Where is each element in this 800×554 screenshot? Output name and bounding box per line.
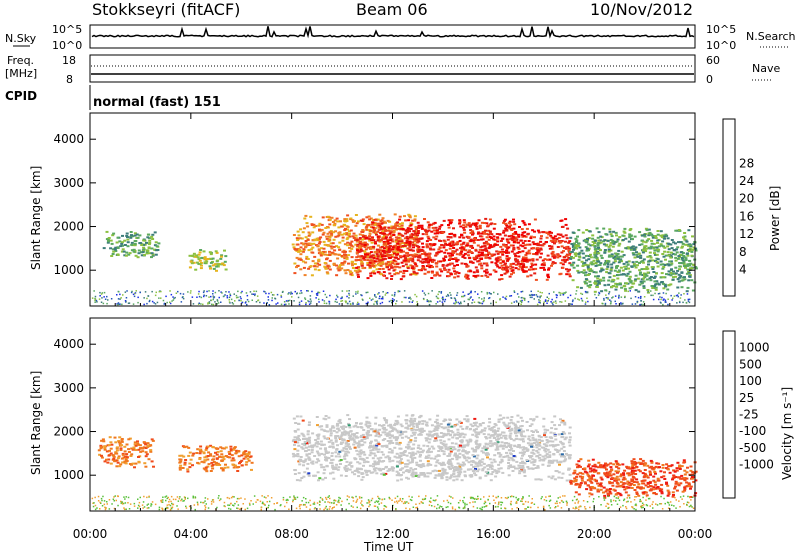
velocity-colorbar-tick: 100	[739, 374, 762, 388]
power-near-range-scatter	[91, 290, 691, 306]
power-ytick-label: 4000	[53, 132, 84, 146]
cpid-text: normal (fast) 151	[93, 95, 221, 110]
velocity-echo-region	[291, 414, 572, 482]
date-title: 10/Nov/2012	[590, 0, 693, 19]
power-colorbar-tick: 8	[739, 245, 747, 259]
power-echo-region	[188, 249, 228, 272]
power-colorbar-tick: 20	[739, 192, 754, 206]
velocity-axis-ticks: 1000 2000 3000 4000	[53, 337, 695, 482]
velocity-echo-region	[97, 436, 155, 469]
freq-label-1: Freq.	[7, 54, 34, 67]
velocity-colorbar-tick: 500	[739, 357, 762, 371]
power-axis-ticks: 1000 2000 3000 4000	[53, 132, 695, 277]
freq-panel: Freq. [MHz] 18 8 60 0 Nave	[5, 54, 780, 86]
noise-left-tick-bottom: 10^0	[52, 39, 82, 52]
nave-label: Nave	[752, 62, 780, 75]
velocity-colorbar-tick: -100	[739, 424, 766, 438]
power-echo-region	[569, 227, 698, 294]
freq-left-tick-top: 18	[62, 54, 76, 67]
power-colorbar: 4 8 12 16 20 24 28	[722, 118, 754, 297]
power-echo-region	[102, 230, 161, 259]
velocity-colorbar-tick: -25	[739, 408, 759, 422]
velocity-colorbar-tick: -500	[739, 441, 766, 455]
freq-right-tick-top: 60	[706, 54, 720, 67]
velocity-colorbar-tick: 25	[739, 391, 754, 405]
velocity-panel: 1000 2000 3000 4000 Slant Range [km] 1000 50…	[29, 317, 794, 512]
velocity-ytick-label: 1000	[53, 468, 84, 482]
power-colorbar-tick: 16	[739, 209, 754, 223]
power-echo-data	[91, 213, 698, 306]
power-cbar-label: Power [dB]	[768, 186, 782, 251]
freq-left-tick-bottom: 8	[66, 73, 73, 86]
freq-label-2: [MHz]	[5, 67, 37, 80]
x-axis-label: Time UT	[363, 540, 414, 554]
power-ytick-label: 3000	[53, 176, 84, 190]
x-tick-label: 04:00	[174, 527, 209, 541]
power-colorbar-tick: 4	[739, 262, 747, 276]
velocity-ylabel: Slant Range [km]	[29, 371, 43, 475]
power-ylabel: Slant Range [km]	[29, 166, 43, 270]
power-echo-region	[355, 217, 572, 281]
power-colorbar-tick: 24	[739, 174, 754, 188]
x-tick-label: 12:00	[375, 527, 410, 541]
velocity-echo-region	[569, 458, 698, 499]
velocity-colorbar-tick: 1000	[739, 341, 770, 355]
power-ytick-label: 1000	[53, 263, 84, 277]
power-ytick-label: 2000	[53, 220, 84, 234]
power-panel: 1000 2000 3000 4000 Slant Range [km] 4 8 12 16…	[29, 112, 782, 307]
noise-left-label: N.Sky	[5, 32, 37, 45]
noise-right-label: N.Search	[746, 30, 796, 43]
noise-right-tick-top: 10^5	[706, 23, 736, 36]
x-axis-ticks: 00:00 04:00 08:00 12:00 16:00 20:00 00:00	[73, 113, 713, 541]
x-tick-label: 00:00	[73, 527, 108, 541]
velocity-ytick-label: 3000	[53, 381, 84, 395]
noise-left-tick-top: 10^5	[52, 23, 82, 36]
velocity-colorbar-tick: -1000	[739, 458, 774, 472]
x-tick-label: 08:00	[274, 527, 309, 541]
cpid-panel: CPID normal (fast) 151	[5, 85, 221, 110]
velocity-colorbar: 1000 500 100 25 -25 -100 -500 -1000	[722, 330, 774, 499]
velocity-ytick-label: 2000	[53, 425, 84, 439]
station-title: Stokkseyri (fitACF)	[92, 0, 240, 19]
x-tick-label: 20:00	[577, 527, 612, 541]
noise-trace	[91, 26, 695, 39]
x-tick-label: 16:00	[476, 527, 511, 541]
freq-right-tick-bottom: 0	[706, 73, 713, 86]
beam-title: Beam 06	[356, 0, 428, 19]
velocity-cbar-label: Velocity [m s⁻¹]	[780, 387, 794, 480]
velocity-echo-region	[178, 444, 254, 473]
power-colorbar-tick: 28	[739, 156, 754, 170]
x-tick-label: 00:00	[678, 527, 713, 541]
velocity-ytick-label: 4000	[53, 337, 84, 351]
noise-right-tick-bottom: 10^0	[706, 39, 736, 52]
cpid-label: CPID	[5, 89, 37, 103]
velocity-echo-data	[91, 414, 698, 511]
power-colorbar-tick: 12	[739, 227, 754, 241]
noise-panel: N.Sky 10^5 10^0 10^5 10^0 N.Search	[5, 23, 796, 52]
